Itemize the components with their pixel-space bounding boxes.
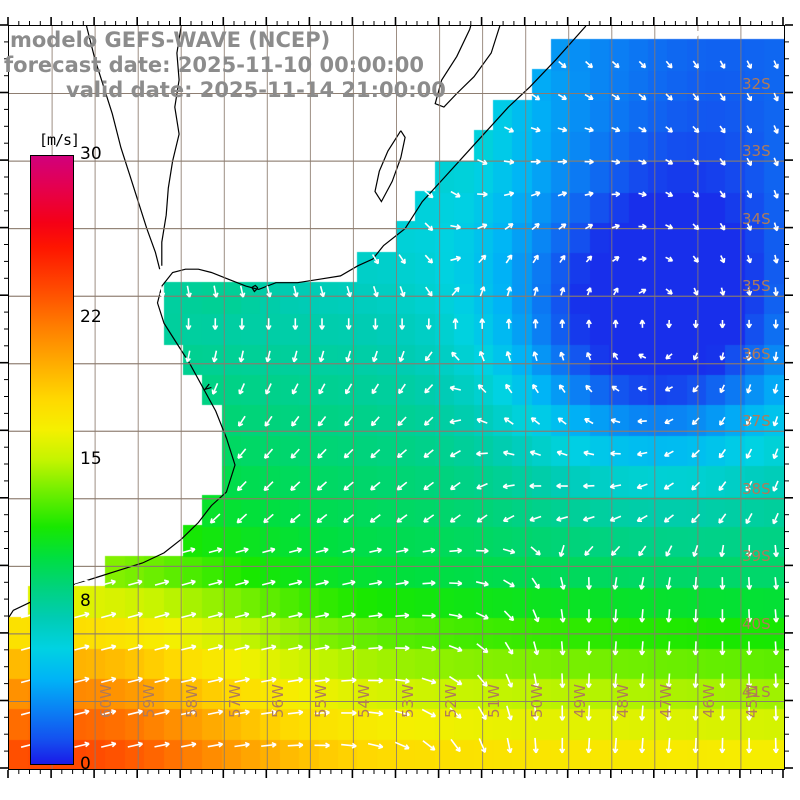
colorbar-tick-0: 0 (80, 754, 91, 774)
longitude-label: 47W (656, 684, 675, 718)
colorbar-tick-15: 15 (80, 449, 102, 469)
longitude-label: 55W (312, 684, 331, 718)
longitude-label: 60W (97, 684, 116, 718)
longitude-label: 52W (441, 684, 460, 718)
colorbar[interactable] (30, 155, 74, 765)
latitude-label: 39S (742, 547, 771, 566)
latitude-label: 34S (742, 209, 771, 228)
latitude-label: 37S (742, 412, 771, 431)
latitude-label: 41S (742, 682, 771, 701)
colorbar-tick-22: 22 (80, 306, 102, 327)
longitude-label: 58W (183, 684, 202, 718)
longitude-label: 51W (484, 684, 503, 718)
longitude-label: 59W (140, 684, 159, 718)
longitude-label: 49W (570, 684, 589, 718)
title-model-line: modelo GEFS-WAVE (NCEP) (10, 28, 331, 52)
longitude-label: 48W (613, 684, 632, 718)
latitude-label: 40S (742, 614, 771, 633)
longitude-label: 56W (269, 684, 288, 718)
figure-title: modelo GEFS-WAVE (NCEP) forecast date: 2… (0, 28, 520, 103)
title-forecast-date: forecast date: 2025-11-10 00:00:00 (4, 53, 424, 77)
colorbar-gradient (30, 155, 74, 765)
longitude-label: 54W (355, 684, 374, 718)
longitude-label: 45W (742, 684, 761, 718)
wind-speed-field (9, 26, 784, 769)
latitude-label: 33S (742, 142, 771, 161)
longitude-label: 46W (699, 684, 718, 718)
latitude-label: 32S (742, 74, 771, 93)
map-plot-area[interactable] (8, 25, 785, 770)
longitude-label: 50W (527, 684, 546, 718)
colorbar-tick-30: 30 (80, 144, 102, 164)
latitude-label: 38S (742, 479, 771, 498)
latitude-label: 35S (742, 277, 771, 296)
longitude-label: 53W (398, 684, 417, 718)
colorbar-unit-label: [m/s] (38, 131, 80, 149)
longitude-label: 57W (226, 684, 245, 718)
colorbar-tick-8: 8 (80, 591, 91, 612)
title-valid-date: valid date: 2025-11-14 21:00:00 (66, 78, 446, 102)
latitude-label: 36S (742, 344, 771, 363)
